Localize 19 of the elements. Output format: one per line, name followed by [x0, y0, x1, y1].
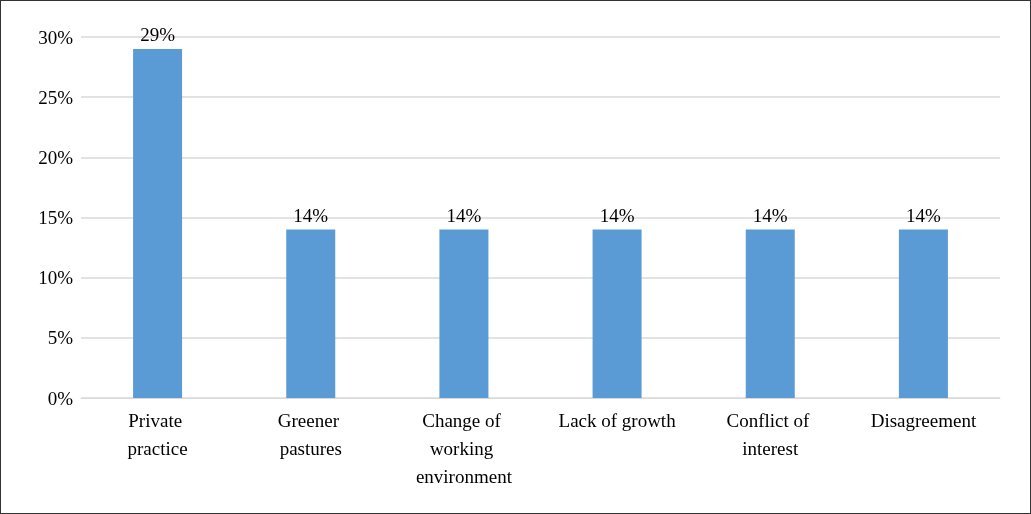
data-label: 14%: [293, 204, 329, 226]
x-tick-label: Conflict of interest: [726, 409, 815, 459]
x-tick-label: Disagreement: [870, 409, 977, 431]
data-label: 14%: [752, 204, 788, 226]
data-label: 14%: [599, 204, 635, 226]
data-label: 14%: [906, 204, 941, 226]
y-tick-label: 30%: [38, 26, 74, 48]
y-tick-label: 10%: [38, 267, 74, 289]
y-tick-label: 25%: [38, 86, 74, 108]
x-tick-label: Change of working environment: [415, 409, 513, 487]
y-tick-label: 0%: [47, 387, 74, 409]
y-tick-label: 5%: [47, 327, 74, 349]
data-label: 14%: [446, 204, 482, 226]
y-tick-label: 15%: [38, 207, 74, 228]
x-tick-label: Lack of growth: [558, 409, 677, 431]
data-label: 29%: [140, 24, 176, 46]
x-tick-label: Private practice: [127, 409, 188, 459]
x-tick-label: Greener pastures: [277, 409, 344, 459]
y-tick-label: 20%: [38, 146, 74, 168]
